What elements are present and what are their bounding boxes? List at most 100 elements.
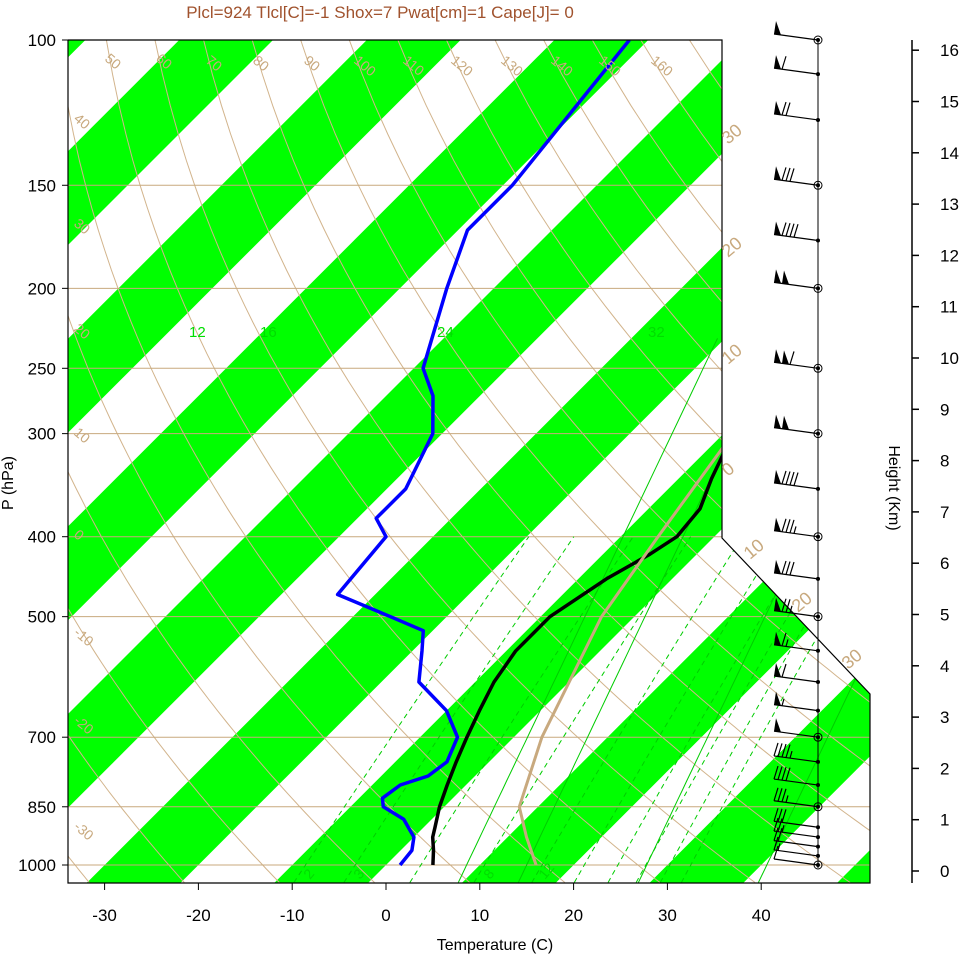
barb-dot <box>816 286 820 291</box>
barb-half-feather <box>777 843 781 851</box>
barb-level-circle <box>813 283 823 293</box>
barb-dot <box>816 844 820 849</box>
isotherm-label-right: 10 <box>740 535 768 563</box>
wind-barb <box>773 55 820 77</box>
barb-feather <box>781 598 787 612</box>
barb-shaft <box>773 233 819 242</box>
barb-dot <box>816 835 820 840</box>
barb-feather <box>781 766 787 781</box>
barb-dot <box>816 783 820 788</box>
barb-feather <box>789 351 795 365</box>
barb-feather <box>781 167 787 181</box>
height-tick-label: 14 <box>940 144 959 163</box>
barb-dot <box>816 238 820 243</box>
barb-level-circle <box>813 180 823 190</box>
barb-half-feather <box>789 750 793 759</box>
pressure-tick-label: 850 <box>28 798 56 817</box>
barb-feather <box>773 845 779 860</box>
barb-half-feather <box>785 795 789 803</box>
barb-flag <box>774 691 781 706</box>
height-tick-label: 5 <box>940 606 949 625</box>
barb-flag <box>774 349 781 364</box>
barb-half-feather <box>793 526 797 534</box>
barb-feather <box>781 788 787 803</box>
barb-feather <box>781 743 787 758</box>
wind-barb <box>773 166 820 188</box>
barb-dot <box>816 735 820 740</box>
wind-barb <box>773 469 820 491</box>
temperature-tick-label: 40 <box>752 906 771 925</box>
barb-feather <box>773 808 779 822</box>
mixing-ratio-line <box>607 536 811 883</box>
pressure-tick-label: 250 <box>28 359 56 378</box>
barb-shaft <box>773 361 819 369</box>
wind-barb <box>773 691 820 713</box>
barb-feather <box>785 519 791 533</box>
wind-barb <box>773 845 820 867</box>
height-tick-label: 13 <box>940 195 959 214</box>
barb-feather <box>777 827 783 842</box>
barb-dot <box>816 117 820 122</box>
barb-flag <box>774 166 781 181</box>
barb-feather <box>781 101 787 116</box>
dry-adiabat <box>203 40 851 883</box>
barb-half-feather <box>781 824 785 833</box>
temperature-tick-label: 10 <box>470 906 489 925</box>
barb-shaft <box>773 610 819 618</box>
height-tick-label: 11 <box>940 298 958 317</box>
dry-adiabat <box>300 40 870 883</box>
barb-feather <box>781 56 787 70</box>
y-axis-label: P (hPa) <box>0 456 17 510</box>
barb-flag <box>774 718 781 733</box>
temperature-tick-label: -20 <box>186 906 211 925</box>
barb-feather <box>781 663 787 678</box>
height-tick-label: 12 <box>940 246 959 265</box>
barb-dot <box>816 759 820 764</box>
wind-barb <box>773 349 820 371</box>
barb-level-circle <box>813 860 823 870</box>
barb-feather <box>785 102 791 116</box>
barb-dot <box>816 534 820 539</box>
barb-feather <box>777 743 783 757</box>
wind-barb <box>773 269 820 291</box>
barb-flag <box>774 221 781 236</box>
isotherm-label-left: 40 <box>71 110 93 132</box>
wind-barb <box>773 827 820 849</box>
barb-feather <box>789 223 795 237</box>
mixing-ratio-line <box>473 536 692 883</box>
height-tick-label: 3 <box>940 708 949 727</box>
barb-shaft <box>773 33 819 41</box>
temperature-band <box>68 40 461 883</box>
dry-adiabat <box>68 40 280 883</box>
barb-shaft <box>773 704 819 712</box>
barb-flag <box>782 350 789 365</box>
barb-shaft <box>773 800 819 808</box>
barb-flag <box>774 662 781 677</box>
plot-border <box>67 39 871 884</box>
wind-barb <box>773 221 820 243</box>
height-axis-label: Height (Km) <box>885 445 902 530</box>
wind-barb <box>773 787 820 809</box>
barb-feather <box>789 168 795 182</box>
dry-adiabat <box>446 40 870 883</box>
barb-shaft <box>773 830 819 838</box>
wind-barb <box>773 100 820 122</box>
isotherm-label-left: 10 <box>71 424 93 446</box>
barb-shaft <box>773 482 819 490</box>
barb-feather <box>793 472 799 486</box>
temperature-tick-label: 20 <box>564 906 583 925</box>
mixing-ratio-label: 12 <box>189 324 206 341</box>
barb-shaft <box>773 178 819 186</box>
barb-feather <box>777 766 783 780</box>
mixing-ratio-label: 24 <box>437 324 454 341</box>
temperature-band <box>68 40 649 883</box>
mixing-ratio-label: 32 <box>648 324 665 341</box>
height-tick-label: 1 <box>940 811 949 830</box>
barb-feather <box>773 742 779 757</box>
wind-barb <box>773 631 820 653</box>
wind-barb <box>773 517 820 539</box>
wind-barb <box>773 662 820 684</box>
plot-frame <box>67 39 871 884</box>
barb-feather <box>785 471 791 485</box>
mixing-ratio-line <box>531 536 743 883</box>
